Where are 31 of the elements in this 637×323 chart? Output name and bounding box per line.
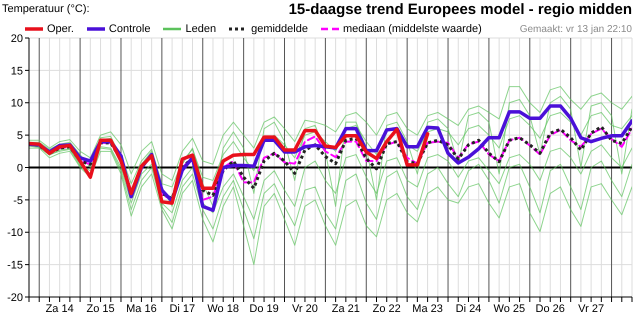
y-tick-label: -20: [7, 292, 23, 304]
x-tick-label: Ma 23: [412, 302, 443, 315]
legend-label: mediaan (middelste waarde): [342, 23, 482, 35]
y-tick-label: 5: [16, 130, 23, 142]
y-tick-label: 15: [10, 65, 23, 78]
text: Gemaakt: vr 13 jan 22:10: [520, 24, 632, 35]
legend-label: Controle: [108, 23, 150, 35]
legend-label: Oper.: [47, 23, 74, 35]
x-tick-label: Zo 22: [372, 302, 401, 315]
chart-title: 15-daagse trend Europees model - regio midden: [288, 1, 632, 18]
x-tick-label: Di 24: [456, 302, 482, 315]
x-tick-label: Do 19: [249, 302, 279, 315]
x-tick-label: Za 21: [332, 302, 360, 315]
y-tick-label: -15: [7, 260, 23, 272]
x-tick-label: Ma 16: [126, 302, 157, 315]
x-tick-label: Wo 25: [494, 302, 526, 315]
y-axis-title: Temperatuur (°C):: [2, 3, 90, 15]
x-tick-label: Vr 27: [578, 302, 604, 315]
x-tick-label: Wo 18: [207, 302, 239, 315]
y-tick-label: -10: [7, 227, 23, 240]
x-tick-label: Do 26: [536, 302, 565, 315]
legend-label: Leden: [185, 23, 216, 35]
x-tick-label: Zo 15: [86, 302, 115, 315]
y-tick-label: -5: [13, 194, 23, 207]
x-tick-label: Vr 20: [292, 302, 318, 315]
x-tick-label: Di 17: [169, 302, 196, 315]
y-tick-label: 0: [16, 162, 23, 174]
y-tick-label: 20: [10, 32, 23, 45]
x-tick-label: Za 14: [46, 302, 74, 315]
legend-label: gemiddelde: [251, 23, 308, 35]
y-tick-label: 10: [10, 98, 23, 110]
